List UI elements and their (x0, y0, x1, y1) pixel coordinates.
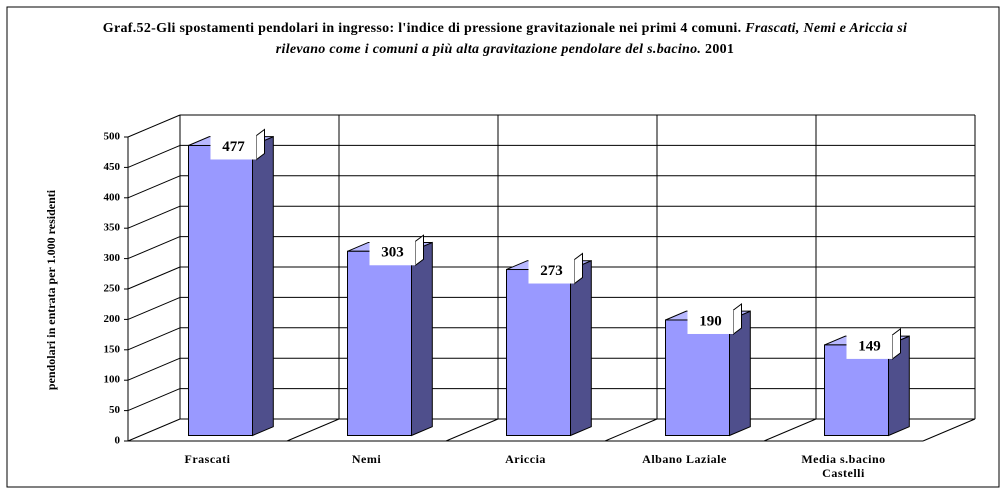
x-tick-label: Media s.bacino Castelli (801, 452, 886, 480)
y-tick-label: 400 (104, 191, 121, 203)
floor-line (445, 418, 499, 442)
grid-line (127, 296, 181, 320)
subtitle: Frascati, Nemi e Ariccia si rilevano com… (275, 21, 908, 57)
grid-line (127, 175, 181, 199)
bar-side (411, 241, 433, 437)
data-label: 303 (381, 245, 404, 261)
x-tick-label: Albano Laziale (642, 452, 727, 466)
label-shadow (574, 252, 583, 285)
grid-line (127, 357, 181, 381)
frame (6, 6, 1000, 488)
grid-line (127, 388, 181, 412)
bar (824, 344, 889, 436)
date: 2001 (705, 42, 735, 57)
bar (188, 144, 253, 436)
y-tick-label: 450 (104, 161, 121, 173)
grid-line (127, 327, 181, 351)
bar (665, 319, 730, 437)
bar (506, 269, 571, 436)
label-box (528, 259, 575, 284)
grid-line (127, 236, 181, 260)
data-label: 190 (699, 313, 722, 329)
label-shadow (256, 128, 265, 161)
y-tick-label: 100 (104, 374, 121, 386)
bar-side (252, 135, 274, 437)
label-box (846, 334, 893, 359)
floor-line (286, 418, 340, 442)
grid-line (127, 266, 181, 290)
y-tick-label: 150 (104, 343, 121, 355)
chart-title: Graf.52-Gli spostamenti pendolari in ing… (90, 18, 920, 60)
label-box (687, 309, 734, 334)
grid-line (127, 205, 181, 229)
label-shadow (415, 234, 424, 267)
bar (347, 250, 412, 436)
y-tick-label: 200 (104, 313, 121, 325)
floor-line (604, 418, 658, 442)
data-label: 477 (222, 139, 245, 155)
label-box (210, 135, 257, 160)
floor-line (763, 418, 817, 442)
grid-line (127, 144, 181, 168)
bar-side (570, 259, 592, 437)
x-tick-label: Nemi (351, 452, 382, 466)
label-shadow (892, 327, 901, 360)
y-axis-label: pendolari in entrata per 1.000 residenti (44, 189, 58, 390)
data-label: 273 (540, 263, 563, 279)
y-tick-label: 300 (104, 252, 121, 264)
y-tick-label: 0 (115, 435, 121, 447)
data-label: 149 (858, 338, 881, 354)
x-tick-label: Ariccia (505, 452, 546, 466)
grid-line (127, 418, 181, 442)
label-shadow (733, 302, 742, 335)
y-tick-label: 500 (104, 131, 121, 143)
floor-edge (922, 418, 976, 442)
grid-line (127, 114, 181, 138)
y-tick-label: 350 (104, 222, 121, 234)
label-box (369, 241, 416, 266)
x-tick-label: Frascati (184, 452, 231, 466)
y-tick-label: 50 (109, 404, 121, 416)
y-tick-label: 250 (104, 283, 121, 295)
title: Graf.52-Gli spostamenti pendolari in ing… (102, 21, 742, 36)
